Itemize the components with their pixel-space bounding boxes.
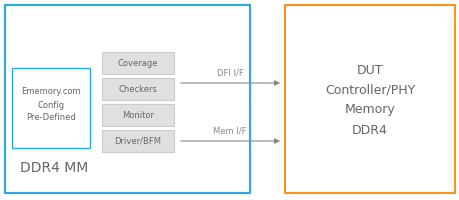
Text: Pre-Defined: Pre-Defined [26, 114, 76, 122]
Bar [102, 78, 174, 100]
Bar [285, 5, 454, 193]
Text: Driver/BFM: Driver/BFM [114, 136, 161, 146]
Text: Ememory.com: Ememory.com [21, 88, 81, 97]
Bar [102, 52, 174, 74]
Text: DUT: DUT [356, 64, 382, 76]
Text: Controller/PHY: Controller/PHY [324, 84, 414, 97]
Bar [102, 104, 174, 126]
Text: Coverage: Coverage [118, 58, 158, 68]
Text: Memory: Memory [344, 104, 395, 116]
Text: DFI I/F: DFI I/F [216, 69, 243, 78]
Text: DDR4 MM: DDR4 MM [20, 161, 88, 175]
Bar [12, 68, 90, 148]
Text: DDR4: DDR4 [351, 123, 387, 136]
Bar [102, 130, 174, 152]
Text: Mem I/F: Mem I/F [213, 127, 246, 136]
Text: Monitor: Monitor [122, 110, 154, 119]
Text: Checkers: Checkers [118, 84, 157, 94]
Bar [5, 5, 249, 193]
Text: Config: Config [37, 100, 64, 110]
